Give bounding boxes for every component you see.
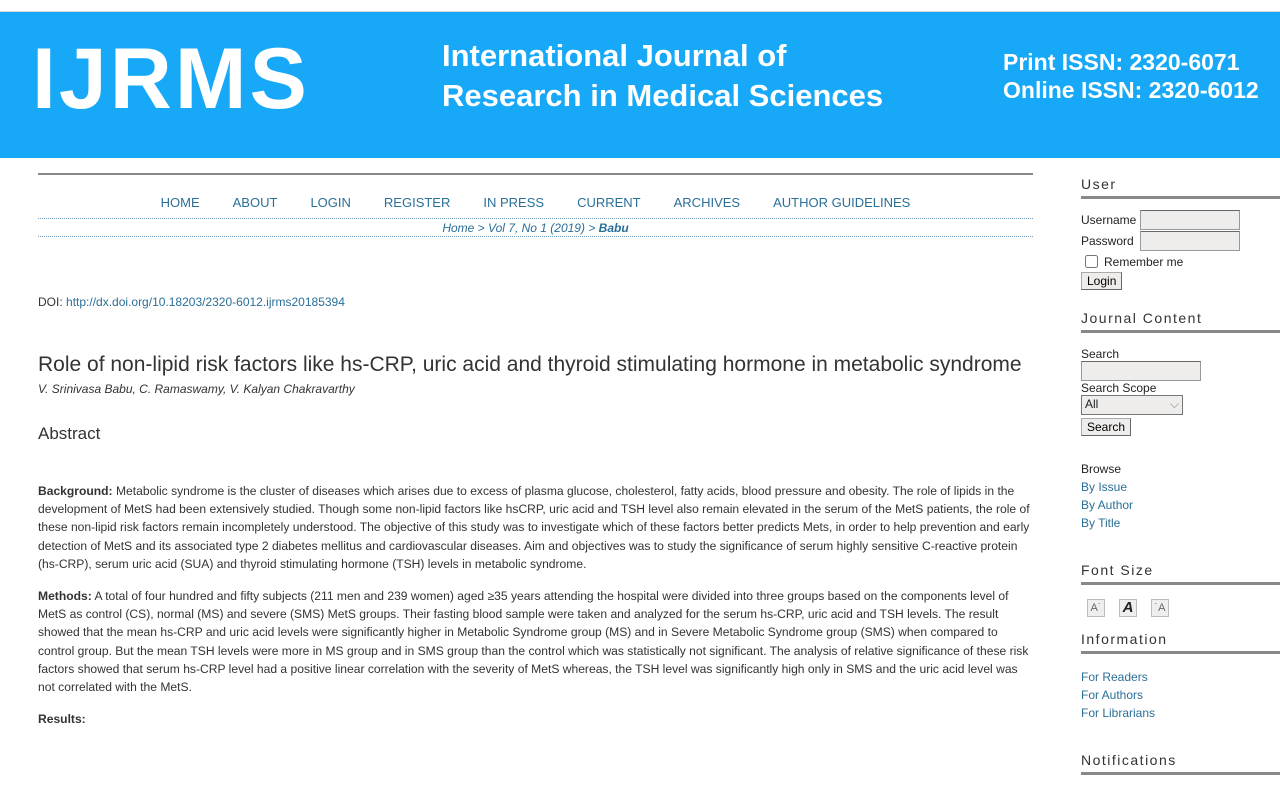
search-input[interactable] xyxy=(1081,361,1201,381)
doi-link[interactable]: http://dx.doi.org/10.18203/2320-6012.ijr… xyxy=(66,295,345,309)
search-scope-label: Search Scope xyxy=(1081,381,1157,395)
abstract-body: Background: Metabolic syndrome is the cl… xyxy=(38,482,1033,728)
nav-home[interactable]: HOME xyxy=(160,195,200,210)
chevron-down-icon: ⌵ xyxy=(1169,397,1179,411)
main-nav: HOME ABOUT LOGIN REGISTER IN PRESS CURRE… xyxy=(38,175,1033,218)
notifications-heading: Notifications xyxy=(1081,752,1280,775)
article-title: Role of non-lipid risk factors like hs-C… xyxy=(38,353,1022,376)
user-heading: User xyxy=(1081,176,1280,199)
abstract-heading: Abstract xyxy=(38,424,101,443)
search-button[interactable]: Search xyxy=(1081,418,1132,436)
browse-by-issue[interactable]: By Issue xyxy=(1081,480,1128,494)
nav-author-guidelines[interactable]: AUTHOR GUIDELINES xyxy=(773,195,911,210)
article-authors: V. Srinivasa Babu, C. Ramaswamy, V. Kaly… xyxy=(38,382,355,396)
remember-me-checkbox[interactable] xyxy=(1085,255,1098,268)
main-content: HOME ABOUT LOGIN REGISTER IN PRESS CURRE… xyxy=(38,173,1033,728)
nav-register[interactable]: REGISTER xyxy=(383,195,451,210)
login-button[interactable]: Login xyxy=(1081,272,1123,290)
breadcrumb-current[interactable]: Babu xyxy=(598,221,629,235)
divider xyxy=(38,173,1033,175)
browse-by-title[interactable]: By Title xyxy=(1081,516,1121,530)
for-librarians-link[interactable]: For Librarians xyxy=(1081,706,1156,720)
password-label: Password xyxy=(1081,233,1134,248)
issn-info: Print ISSN: 2320-6071 Online ISSN: 2320-6… xyxy=(1003,49,1259,103)
journal-name: International Journal of Research in Medi… xyxy=(442,38,884,113)
font-increase-icon[interactable]: ˙A xyxy=(1151,599,1169,617)
browse-by-author[interactable]: By Author xyxy=(1081,498,1134,512)
font-size-controls: A˙ A ˙A xyxy=(1081,595,1280,621)
font-size-heading: Font Size xyxy=(1081,562,1280,585)
journal-content-heading: Journal Content xyxy=(1081,310,1280,333)
nav-current[interactable]: CURRENT xyxy=(577,195,641,210)
breadcrumb-home[interactable]: Home xyxy=(442,221,475,235)
username-label: Username xyxy=(1081,212,1137,227)
font-default-icon[interactable]: A xyxy=(1119,599,1137,617)
browse-label: Browse xyxy=(1081,462,1122,476)
search-label: Search xyxy=(1081,347,1120,361)
information-heading: Information xyxy=(1081,631,1280,654)
nav-in-press[interactable]: IN PRESS xyxy=(483,195,545,210)
password-input[interactable] xyxy=(1140,230,1240,251)
logo[interactable]: IJRMS xyxy=(32,31,310,127)
sidebar: User Username Password Remember me Login… xyxy=(1081,176,1280,785)
abstract-methods: Methods: A total of four hundred and fif… xyxy=(38,589,1029,695)
nav-about[interactable]: ABOUT xyxy=(232,195,278,210)
search-scope-select[interactable]: All ⌵ xyxy=(1081,395,1183,415)
nav-login[interactable]: LOGIN xyxy=(310,195,351,210)
username-input[interactable] xyxy=(1140,209,1240,230)
nav-archives[interactable]: ARCHIVES xyxy=(673,195,741,210)
doi: DOI: http://dx.doi.org/10.18203/2320-601… xyxy=(38,295,345,309)
site-header: IJRMS International Journal of Research i… xyxy=(0,12,1280,158)
for-authors-link[interactable]: For Authors xyxy=(1081,688,1144,702)
breadcrumb-issue[interactable]: Vol 7, No 1 (2019) xyxy=(488,221,585,235)
for-readers-link[interactable]: For Readers xyxy=(1081,670,1148,684)
abstract-results: Results: xyxy=(38,712,86,727)
breadcrumb: Home > Vol 7, No 1 (2019) > Babu xyxy=(38,218,1033,237)
abstract-background: Background: Metabolic syndrome is the cl… xyxy=(38,484,1030,571)
font-decrease-icon[interactable]: A˙ xyxy=(1087,599,1105,617)
browser-strip xyxy=(0,0,1280,12)
